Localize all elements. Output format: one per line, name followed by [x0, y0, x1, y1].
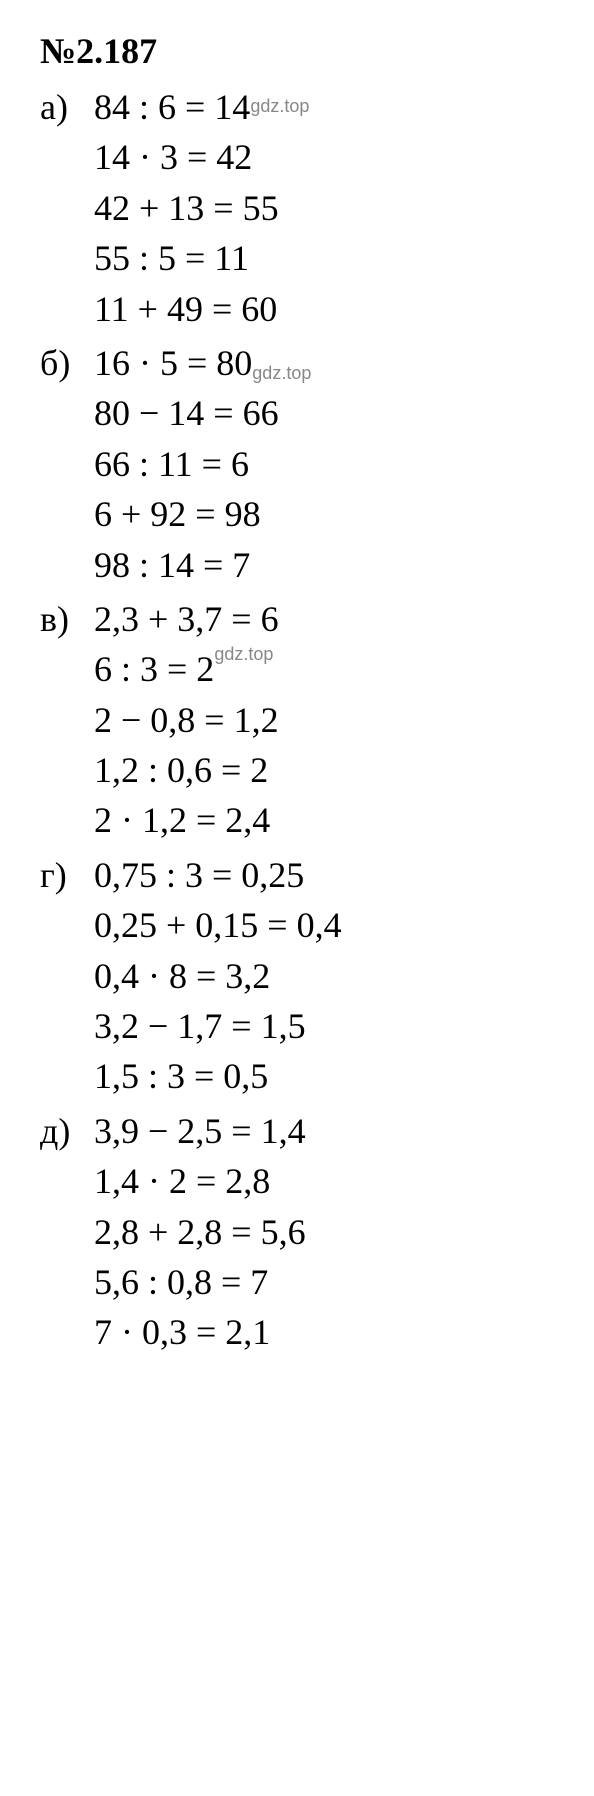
equation-line: 80 − 14 = 66 — [40, 388, 554, 438]
equation-text: 55 : 5 = 11 — [94, 233, 249, 283]
equation-line: б)16 · 5 = 80gdz.top — [40, 338, 554, 388]
equation-text: 2,8 + 2,8 = 5,6 — [94, 1207, 306, 1257]
equation-line: 2,8 + 2,8 = 5,6 — [40, 1207, 554, 1257]
equation-text: 0,75 : 3 = 0,25 — [94, 850, 304, 900]
equation-text: 80 − 14 = 66 — [94, 388, 279, 438]
equation-line: 14 · 3 = 42 — [40, 132, 554, 182]
watermark-text: gdz.top — [250, 94, 309, 119]
equation-text: 0,25 + 0,15 = 0,4 — [94, 900, 342, 950]
section-label: д) — [40, 1106, 94, 1156]
equation-line: г)0,75 : 3 = 0,25 — [40, 850, 554, 900]
watermark-text: gdz.top — [252, 361, 311, 386]
equation-line: 55 : 5 = 11 — [40, 233, 554, 283]
problem-content: а)84 : 6 = 14gdz.top14 · 3 = 4242 + 13 =… — [40, 82, 554, 1358]
equation-text: 7 · 0,3 = 2,1 — [94, 1307, 270, 1357]
equation-text: 2 · 1,2 = 2,4 — [94, 795, 270, 845]
equation-text: 6 + 92 = 98 — [94, 489, 261, 539]
equation-line: 98 : 14 = 7 — [40, 540, 554, 590]
section: г)0,75 : 3 = 0,250,25 + 0,15 = 0,40,4 · … — [40, 850, 554, 1102]
section-label: в) — [40, 594, 94, 644]
equation-line: 2 · 1,2 = 2,4 — [40, 795, 554, 845]
section-label: б) — [40, 338, 94, 388]
equation-text: 2,3 + 3,7 = 6 — [94, 594, 279, 644]
equation-line: 0,4 · 8 = 3,2 — [40, 951, 554, 1001]
equation-line: 6 : 3 = 2gdz.top — [40, 644, 554, 694]
equation-line: 0,25 + 0,15 = 0,4 — [40, 900, 554, 950]
equation-text: 0,4 · 8 = 3,2 — [94, 951, 270, 1001]
equation-text: 84 : 6 = 14gdz.top — [94, 82, 250, 132]
equation-line: 1,4 · 2 = 2,8 — [40, 1156, 554, 1206]
equation-line: 6 + 92 = 98 — [40, 489, 554, 539]
equation-text: 1,4 · 2 = 2,8 — [94, 1156, 270, 1206]
equation-line: 42 + 13 = 55 — [40, 183, 554, 233]
equation-text: 14 · 3 = 42 — [94, 132, 252, 182]
section: а)84 : 6 = 14gdz.top14 · 3 = 4242 + 13 =… — [40, 82, 554, 334]
equation-line: в)2,3 + 3,7 = 6 — [40, 594, 554, 644]
equation-text: 66 : 11 = 6 — [94, 439, 249, 489]
equation-line: 66 : 11 = 6 — [40, 439, 554, 489]
equation-text: 5,6 : 0,8 = 7 — [94, 1257, 268, 1307]
equation-line: 7 · 0,3 = 2,1 — [40, 1307, 554, 1357]
equation-line: д)3,9 − 2,5 = 1,4 — [40, 1106, 554, 1156]
equation-text: 2 − 0,8 = 1,2 — [94, 695, 279, 745]
section: б)16 · 5 = 80gdz.top80 − 14 = 6666 : 11 … — [40, 338, 554, 590]
equation-text: 3,2 − 1,7 = 1,5 — [94, 1001, 306, 1051]
section-label: г) — [40, 850, 94, 900]
equation-line: 3,2 − 1,7 = 1,5 — [40, 1001, 554, 1051]
equation-line: 1,2 : 0,6 = 2 — [40, 745, 554, 795]
equation-line: 1,5 : 3 = 0,5 — [40, 1051, 554, 1101]
section: в)2,3 + 3,7 = 66 : 3 = 2gdz.top2 − 0,8 =… — [40, 594, 554, 846]
watermark-text: gdz.top — [214, 642, 273, 667]
section: д)3,9 − 2,5 = 1,41,4 · 2 = 2,82,8 + 2,8 … — [40, 1106, 554, 1358]
equation-text: 98 : 14 = 7 — [94, 540, 250, 590]
problem-title: №2.187 — [40, 30, 554, 72]
equation-line: 5,6 : 0,8 = 7 — [40, 1257, 554, 1307]
equation-text: 3,9 − 2,5 = 1,4 — [94, 1106, 306, 1156]
equation-text: 1,5 : 3 = 0,5 — [94, 1051, 268, 1101]
equation-text: 42 + 13 = 55 — [94, 183, 279, 233]
section-label: а) — [40, 82, 94, 132]
equation-line: 2 − 0,8 = 1,2 — [40, 695, 554, 745]
equation-text: 16 · 5 = 80gdz.top — [94, 338, 252, 388]
equation-line: 11 + 49 = 60 — [40, 284, 554, 334]
equation-text: 11 + 49 = 60 — [94, 284, 277, 334]
equation-text: 6 : 3 = 2gdz.top — [94, 644, 214, 694]
equation-line: а)84 : 6 = 14gdz.top — [40, 82, 554, 132]
equation-text: 1,2 : 0,6 = 2 — [94, 745, 268, 795]
